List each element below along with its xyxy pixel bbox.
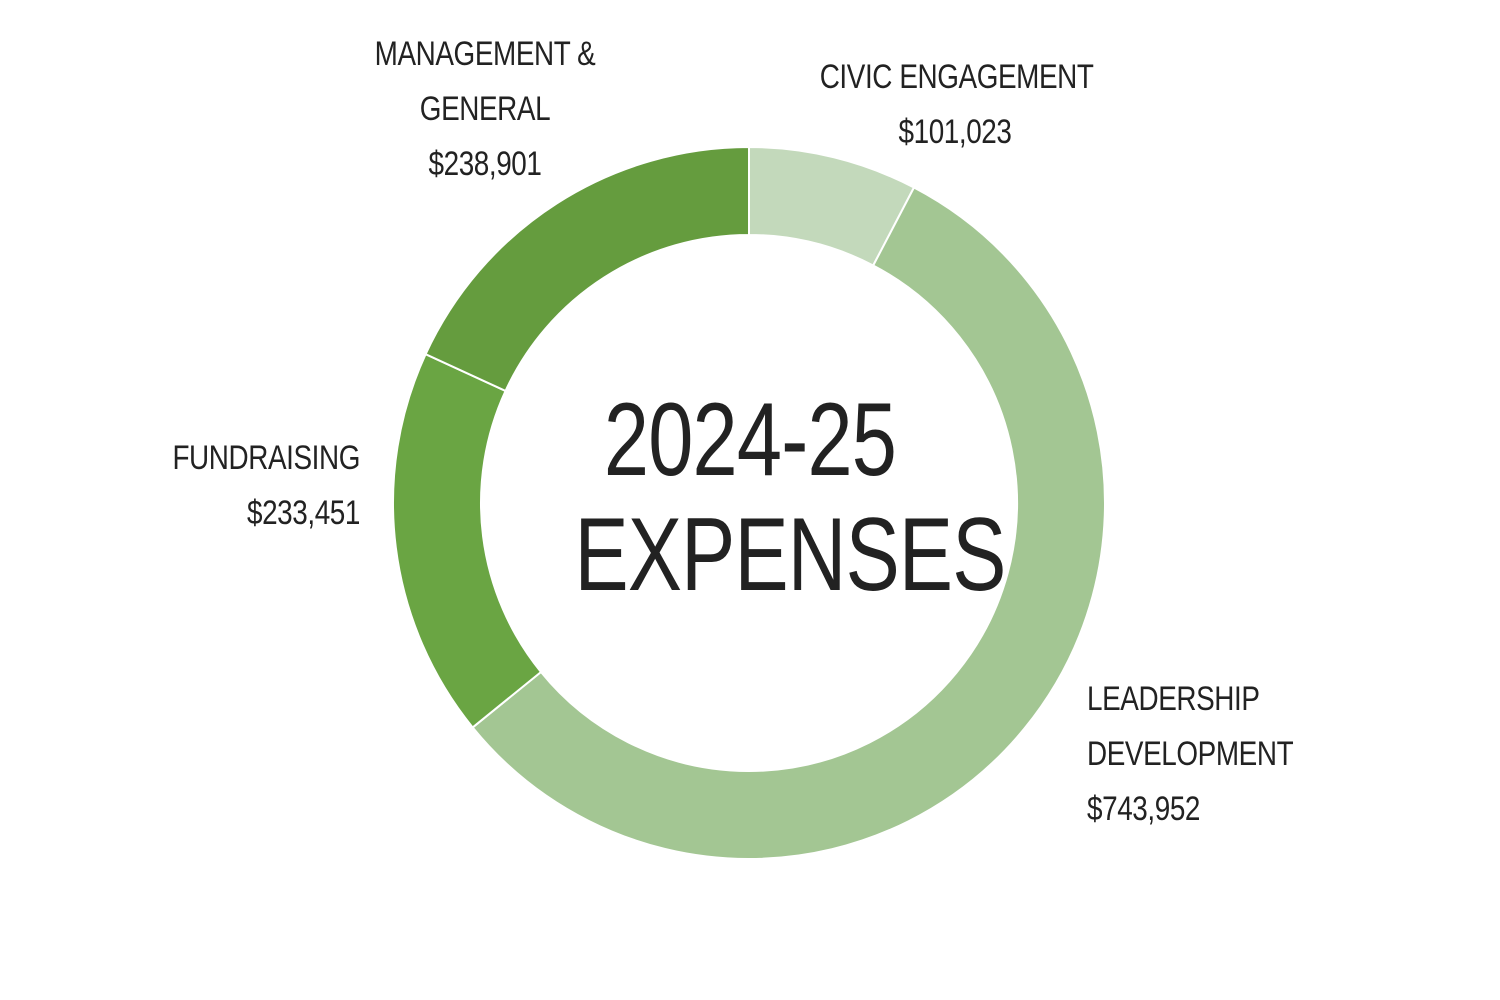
label-leadership-development: LEADERSHIP DEVELOPMENT $743,952	[1087, 672, 1333, 837]
label-civic-engagement: CIVIC ENGAGEMENT $101,023	[819, 50, 1094, 160]
label-management-general-name-line2: GENERAL	[419, 90, 551, 128]
chart-title: 2024-25 EXPENSES	[574, 382, 1007, 613]
label-management-general: MANAGEMENT & GENERAL $238,901	[358, 27, 612, 192]
slice-management-general	[424, 145, 750, 393]
label-management-general-name-line1: MANAGEMENT &	[374, 35, 596, 73]
label-fundraising: FUNDRAISING $233,451	[114, 431, 360, 541]
label-fundraising-name: FUNDRAISING	[172, 439, 360, 477]
label-leadership-development-value: $743,952	[1087, 790, 1201, 828]
label-management-general-value: $238,901	[428, 145, 542, 183]
label-civic-engagement-value: $101,023	[898, 113, 1012, 151]
chart-title-year: 2024-25	[603, 382, 897, 498]
label-civic-engagement-name: CIVIC ENGAGEMENT	[819, 58, 1094, 96]
slice-leadership-development	[471, 186, 1106, 860]
label-leadership-development-name-line2: DEVELOPMENT	[1087, 735, 1294, 773]
slice-fundraising	[392, 352, 543, 729]
label-fundraising-value: $233,451	[246, 494, 360, 532]
label-leadership-development-name-line1: LEADERSHIP	[1087, 680, 1260, 718]
chart-title-subject: EXPENSES	[574, 497, 1007, 613]
